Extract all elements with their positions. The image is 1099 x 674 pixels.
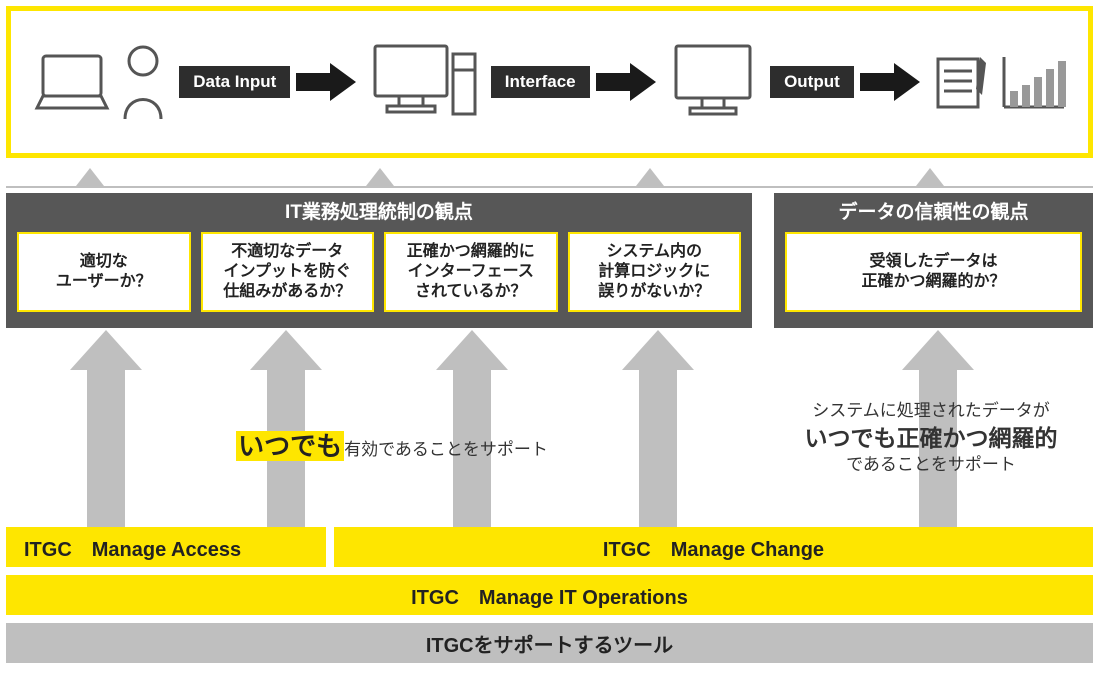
support-text-left: いつでも有効であることをサポート [202, 426, 582, 463]
support-arrow [622, 330, 694, 546]
node-user [31, 43, 167, 121]
control-card: 受領したデータは正確かつ網羅的か？ [785, 232, 1082, 312]
bar-manage-it-ops: ITGC Manage IT Operations [6, 575, 1093, 615]
divider [6, 186, 1093, 188]
control-card: 正確かつ網羅的にインターフェースされているか？ [384, 232, 558, 312]
support-text-right: システムに処理されたデータが いつでも正確かつ網羅的 であることをサポート [776, 400, 1086, 477]
diagram-root: Data Input Interface [6, 6, 1093, 668]
document-icon [932, 51, 992, 113]
support-arrow [70, 330, 142, 546]
connector-triangle [916, 168, 944, 186]
arrow-icon [296, 63, 356, 101]
control-card: 不適切なデータインプットを防ぐ仕組みがあるか？ [201, 232, 375, 312]
node-output [932, 51, 1068, 113]
step-data-input: Data Input [179, 66, 290, 98]
panel-data-reliability: データの信頼性の観点 受領したデータは正確かつ網羅的か？ [774, 193, 1093, 328]
arrow-icon [860, 63, 920, 101]
bar-manage-change: ITGC Manage Change [334, 527, 1093, 567]
node-system-1 [369, 40, 479, 125]
chart-icon [998, 51, 1068, 113]
step-output: Output [770, 66, 854, 98]
arrow-icon [596, 63, 656, 101]
bar-itgc-tools: ITGCをサポートするツール [6, 623, 1093, 663]
connector-triangle [636, 168, 664, 186]
bar-manage-access: ITGC Manage Access [6, 527, 326, 567]
step-interface: Interface [491, 66, 590, 98]
node-system-2 [668, 40, 758, 125]
monitor-icon [668, 40, 758, 125]
control-card: 適切なユーザーか？ [17, 232, 191, 312]
connector-triangle [366, 168, 394, 186]
data-flow-box: Data Input Interface [6, 6, 1093, 158]
panel-title: データの信頼性の観点 [775, 194, 1092, 232]
connector-triangle [76, 168, 104, 186]
laptop-icon [31, 50, 113, 115]
control-card: システム内の計算ロジックに誤りがないか？ [568, 232, 742, 312]
desktop-icon [369, 40, 479, 125]
user-icon [119, 43, 167, 121]
panel-title: IT業務処理統制の観点 [7, 194, 751, 232]
panel-it-control: IT業務処理統制の観点 適切なユーザーか？不適切なデータインプットを防ぐ仕組みが… [6, 193, 752, 328]
